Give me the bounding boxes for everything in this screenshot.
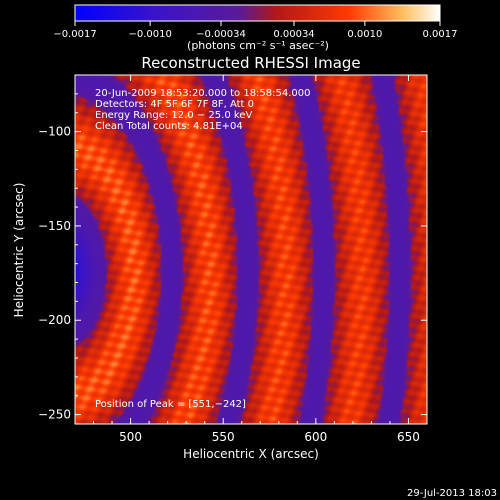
colorbar-ticks: −0.0017 −0.0010 −0.00034 0.00034 0.0010 0.001… [53, 21, 458, 40]
x-axis: 500 550 600 650 [93, 75, 420, 444]
heatmap-image [75, 75, 427, 424]
info-line-energy: Energy Range: 12.0 − 25.0 keV [95, 110, 252, 121]
timestamp: 29-Jul-2013 18:03 [407, 488, 497, 499]
colorbar-tick-label: 0.0017 [423, 29, 458, 40]
heatmap [75, 75, 427, 424]
colorbar-label: (photons cm⁻² s⁻¹ asec⁻²) [187, 39, 329, 52]
y-axis: −100 −150 −200 −250 [38, 93, 427, 422]
colorbar-tick-label: −0.0017 [53, 29, 96, 40]
y-tick-label: −250 [38, 408, 71, 422]
info-line-detectors: Detectors: 4F 5F 6F 7F 8F, Att 0 [95, 99, 254, 110]
colorbar-tick-label: 0.0010 [347, 29, 382, 40]
info-line-counts: Clean Total counts: 4.81E+04 [95, 121, 243, 132]
x-tick-label: 550 [212, 430, 235, 444]
info-line-time: 20-Jun-2009 18:53:20.000 to 18:58:54.000 [95, 88, 311, 99]
info-block: 20-Jun-2009 18:53:20.000 to 18:58:54.000… [95, 88, 311, 132]
y-tick-label: −100 [38, 125, 71, 139]
x-tick-label: 500 [119, 430, 142, 444]
y-tick-label: −200 [38, 313, 71, 327]
y-tick-label: −150 [38, 219, 71, 233]
peak-position-label: Position of Peak = [551,−242] [95, 399, 246, 410]
x-tick-label: 600 [304, 430, 327, 444]
x-axis-label: Heliocentric X (arcsec) [183, 447, 319, 461]
colorbar-tick-label: −0.00034 [196, 29, 246, 40]
plot-frame [74, 74, 428, 425]
x-tick-label: 650 [397, 430, 420, 444]
colorbar-tick-label: −0.0010 [128, 29, 171, 40]
y-axis-label: Heliocentric Y (arcsec) [12, 183, 26, 318]
chart-title: Reconstructed RHESSI Image [141, 54, 360, 72]
colorbar [74, 4, 441, 22]
colorbar-tick-label: 0.00034 [273, 29, 314, 40]
